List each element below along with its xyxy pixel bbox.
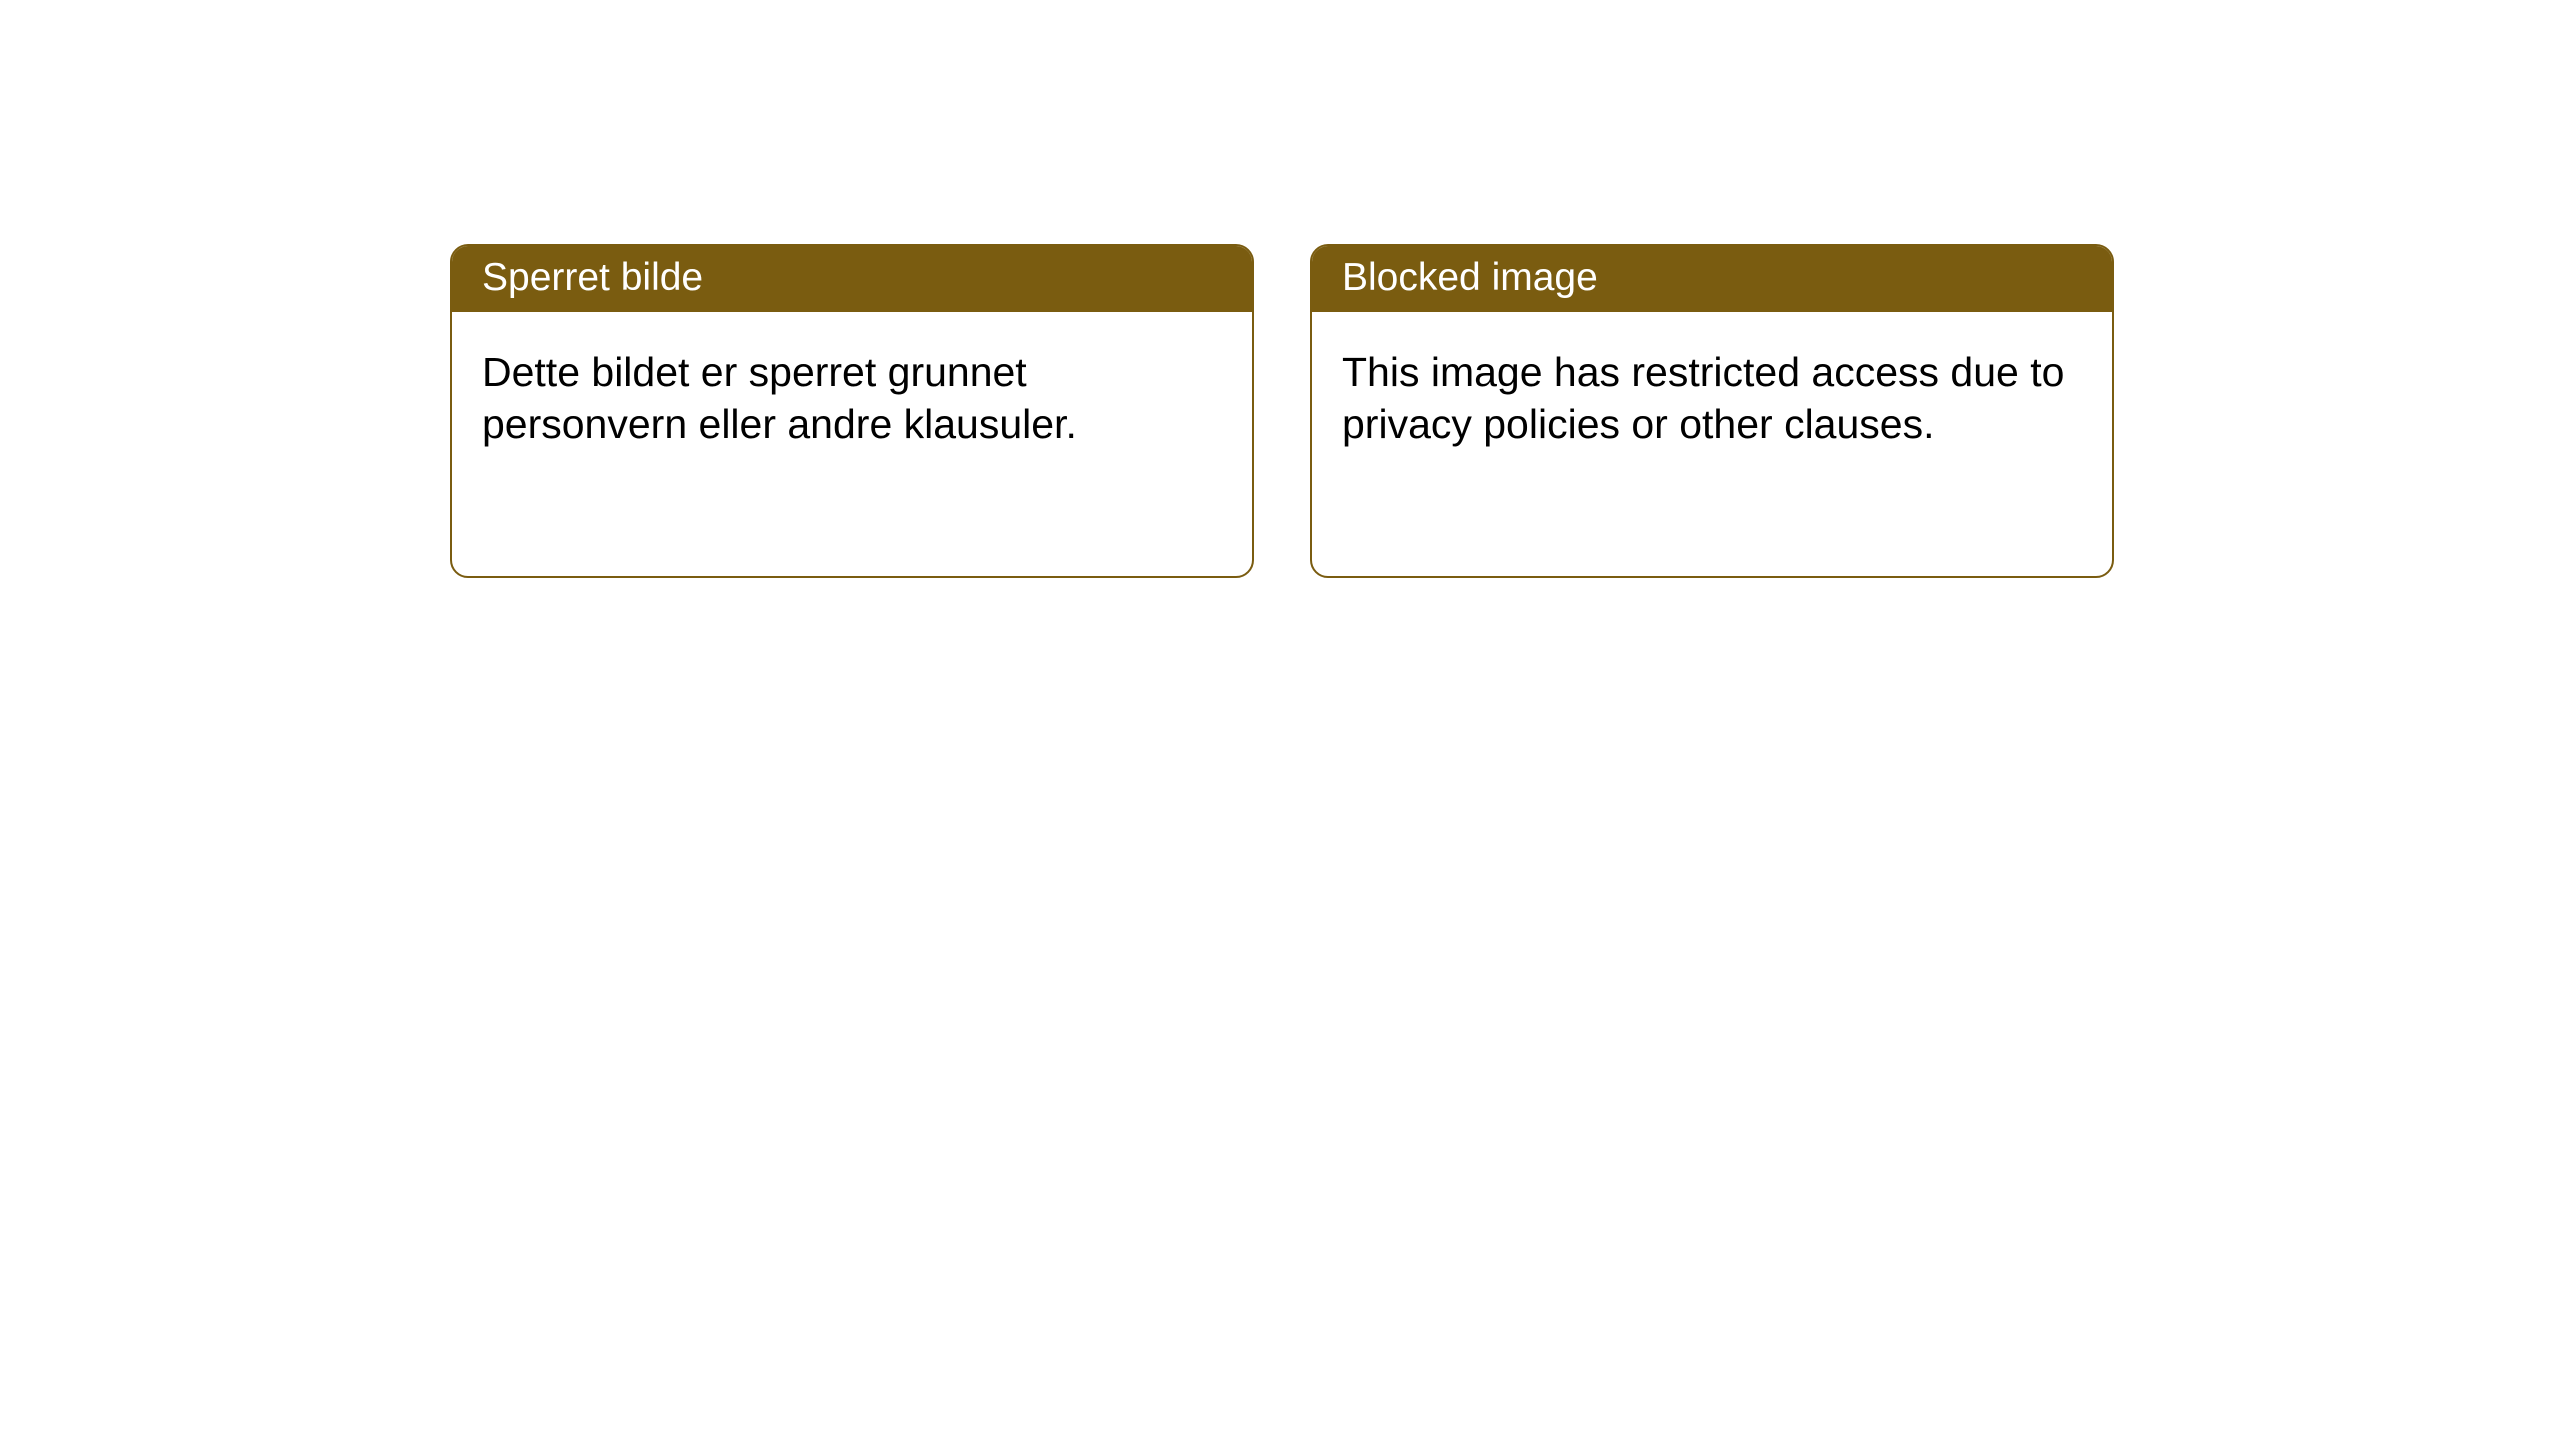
card-body: Dette bildet er sperret grunnet personve… <box>452 312 1252 481</box>
card-header: Blocked image <box>1312 246 2112 312</box>
notice-cards-container: Sperret bilde Dette bildet er sperret gr… <box>0 0 2560 578</box>
notice-card-english: Blocked image This image has restricted … <box>1310 244 2114 578</box>
card-body: This image has restricted access due to … <box>1312 312 2112 481</box>
card-header: Sperret bilde <box>452 246 1252 312</box>
card-body-text: Dette bildet er sperret grunnet personve… <box>482 349 1077 447</box>
card-title: Blocked image <box>1342 256 1598 299</box>
card-body-text: This image has restricted access due to … <box>1342 349 2064 447</box>
notice-card-norwegian: Sperret bilde Dette bildet er sperret gr… <box>450 244 1254 578</box>
card-title: Sperret bilde <box>482 256 703 299</box>
